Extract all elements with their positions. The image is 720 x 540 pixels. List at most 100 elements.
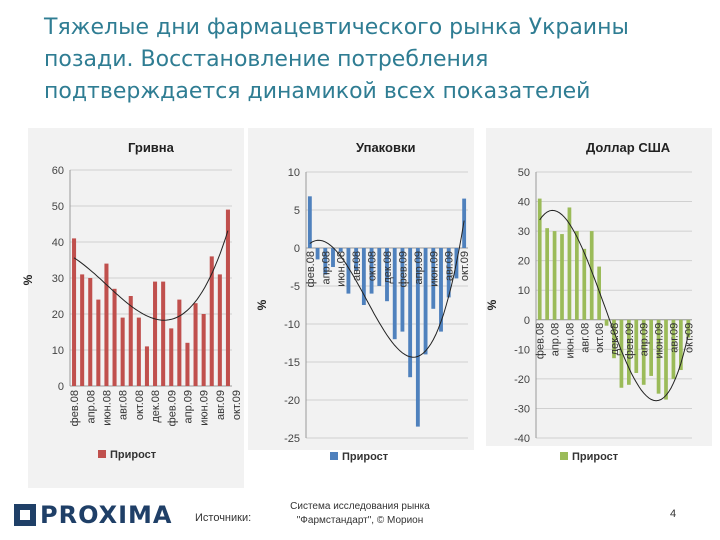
sources-line-1: Система исследования рынка	[290, 501, 430, 512]
bar	[604, 319, 609, 326]
x-tick-label: июн.08	[336, 251, 348, 287]
bar	[619, 319, 624, 388]
x-tick-label: апр.08	[320, 251, 332, 284]
y-axis-label: %	[21, 274, 35, 285]
x-tick-label: апр.09	[182, 390, 194, 423]
y-tick-label: 40	[518, 197, 530, 209]
y-tick-label: 20	[518, 256, 530, 268]
x-tick-label: окт.09	[459, 251, 471, 281]
bar	[153, 281, 158, 386]
bar	[431, 248, 436, 309]
trendline	[309, 220, 465, 358]
bar	[315, 248, 320, 260]
bar	[656, 319, 661, 394]
bar	[612, 319, 616, 359]
x-tick-label: окт.08	[367, 251, 379, 281]
bar	[161, 281, 166, 386]
y-tick-label: -10	[514, 344, 530, 356]
x-tick-label: июн.09	[654, 323, 666, 359]
bar	[589, 231, 594, 320]
x-tick-label: фев.09	[166, 390, 178, 426]
trendline	[539, 209, 689, 402]
x-tick-label: апр.09	[413, 251, 425, 284]
y-tick-label: -30	[514, 403, 530, 415]
sources-label: Источники:	[195, 512, 252, 524]
x-tick-label: дек.08	[382, 251, 394, 284]
x-tick-label: дек.08	[150, 390, 162, 423]
bar	[209, 256, 214, 386]
chart-0: 0 10 20 30 40 50 60 фев.08 апр.08 июн.08 авг.08 окт…	[21, 128, 244, 488]
title-line-3: подтверждается динамикой всех показателе…	[44, 79, 591, 104]
bar	[369, 248, 374, 294]
y-tick-label: 20	[52, 309, 64, 321]
y-tick-label: 10	[288, 167, 300, 179]
y-tick-label: 50	[52, 201, 64, 213]
chart-background	[28, 128, 244, 488]
bar	[225, 209, 230, 386]
x-tick-label: фев.09	[624, 323, 636, 359]
bar	[185, 342, 190, 386]
bar	[361, 248, 366, 305]
bar	[641, 319, 646, 385]
bar	[408, 248, 413, 378]
bar	[217, 274, 222, 386]
legend-swatch	[330, 452, 338, 460]
x-tick-label: фев.09	[397, 251, 409, 287]
logo-square-icon	[14, 504, 36, 526]
bar	[664, 319, 668, 400]
y-tick-label: 5	[294, 205, 300, 217]
legend-swatch	[560, 452, 568, 460]
bar	[177, 299, 182, 386]
page-number: 4	[670, 508, 677, 520]
bar	[423, 248, 428, 355]
bar	[545, 228, 549, 320]
y-tick-label: 0	[294, 243, 300, 255]
y-tick-label: 30	[518, 226, 530, 238]
legend-swatch	[98, 450, 106, 458]
bar	[686, 319, 691, 338]
legend-label: Прирост	[572, 451, 619, 463]
x-tick-label: апр.09	[639, 323, 651, 356]
x-tick-label: июн.08	[564, 323, 576, 359]
chart-title: Доллар США	[586, 140, 671, 155]
x-tick-label: апр.08	[550, 323, 562, 356]
bar	[80, 274, 85, 386]
x-tick-label: фев.08	[305, 251, 317, 287]
x-tick-label: авг.09	[215, 390, 227, 420]
trendline	[73, 230, 229, 321]
bar	[193, 303, 198, 386]
y-axis-label: %	[485, 299, 499, 310]
x-tick-label: фев.08	[69, 390, 81, 426]
x-tick-label: июн.09	[199, 390, 211, 426]
proxima-logo: PROXIMA	[14, 500, 173, 530]
bar	[96, 299, 101, 386]
logo-text: PROXIMA	[40, 501, 173, 529]
x-tick-label: авг.08	[118, 390, 130, 420]
bar	[120, 317, 125, 386]
y-tick-label: 60	[52, 165, 64, 177]
bar	[346, 248, 351, 294]
y-tick-label: 10	[518, 285, 530, 297]
bar	[201, 314, 206, 386]
x-tick-label: авг.09	[668, 323, 680, 353]
y-tick-label: -10	[284, 319, 300, 331]
bar	[627, 319, 631, 385]
bar	[597, 266, 601, 320]
y-tick-label: -40	[514, 433, 530, 445]
bar	[169, 328, 174, 386]
bar	[72, 238, 77, 386]
y-tick-label: -25	[284, 433, 300, 445]
bar	[112, 288, 117, 386]
x-tick-label: фев.08	[535, 323, 547, 359]
bar	[385, 248, 389, 302]
bar	[649, 319, 653, 376]
bar	[88, 278, 93, 386]
bar	[392, 248, 397, 340]
x-tick-label: окт.09	[231, 390, 243, 420]
bar	[307, 196, 312, 248]
legend-label: Прирост	[110, 449, 157, 461]
x-tick-label: авг.08	[579, 323, 591, 353]
bar	[560, 234, 564, 320]
